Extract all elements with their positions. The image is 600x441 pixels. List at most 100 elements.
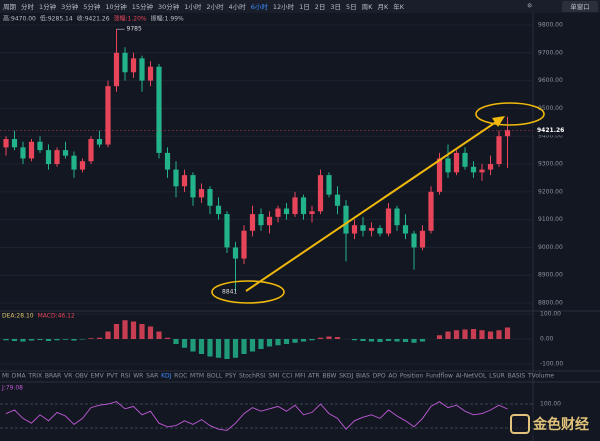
macd-bar: [139, 324, 145, 339]
period-tab[interactable]: 2小时: [206, 2, 224, 11]
candle-body: [71, 155, 77, 170]
period-tab[interactable]: 6小时: [251, 2, 269, 11]
period-tab[interactable]: 5日: [346, 3, 357, 11]
indicator-tab[interactable]: TRIX: [27, 373, 42, 380]
y-tick-label: 9200.00: [538, 188, 563, 195]
indicator-tab[interactable]: BIAS: [356, 373, 370, 380]
window-mode[interactable]: 单窗口: [570, 2, 590, 11]
indicator-tab[interactable]: MFI: [295, 373, 306, 380]
indicator-tab[interactable]: BOLL: [207, 373, 223, 380]
y-tick-label: 9800.00: [538, 22, 563, 29]
indicator-tab[interactable]: CCI: [282, 373, 292, 380]
macd-bar: [207, 339, 213, 357]
candle-body: [377, 227, 383, 234]
indicator-tab[interactable]: BRAR: [45, 373, 61, 380]
indicator-tab[interactable]: MTM: [190, 373, 204, 380]
period-tab[interactable]: 5分钟: [83, 2, 101, 11]
indicator-tab[interactable]: Position: [400, 373, 424, 380]
ohlc-value: 振幅:1.99%: [151, 15, 184, 23]
indicator-tab[interactable]: OBV: [75, 373, 89, 380]
candle-body: [164, 152, 171, 170]
indicator-tab[interactable]: Fundflow: [426, 373, 453, 380]
candle-body: [88, 139, 94, 162]
period-tab[interactable]: 分时: [21, 2, 35, 11]
period-tab[interactable]: 30分钟: [158, 2, 180, 11]
macd-bar: [173, 339, 179, 344]
indicator-tab[interactable]: DMA: [12, 373, 27, 380]
macd-bar: [419, 339, 426, 342]
period-tab[interactable]: 4小时: [229, 2, 247, 11]
period-tab[interactable]: 10分钟: [105, 2, 127, 11]
period-tab[interactable]: 3日: [330, 3, 341, 11]
candle-body: [496, 136, 502, 165]
macd-bar: [487, 331, 494, 339]
settings-icons[interactable]: ⚙: [527, 3, 532, 10]
indicator-tab[interactable]: MI: [2, 373, 9, 380]
candle-body: [487, 164, 494, 170]
macd-bar: [360, 339, 366, 341]
indicator-tab[interactable]: StochRSI: [239, 373, 266, 380]
candle-body: [37, 141, 43, 151]
macd-bar: [164, 337, 171, 339]
candle-body: [20, 147, 26, 159]
indicator-tab[interactable]: BASIS: [508, 373, 526, 380]
candle-body: [394, 208, 400, 226]
period-tab[interactable]: 2日: [315, 3, 326, 11]
toolbar-bg: [0, 0, 600, 13]
y-tick-label: 0.00: [540, 336, 554, 343]
indicator-tab[interactable]: BBW: [322, 373, 336, 380]
macd-bar: [190, 339, 196, 352]
period-tab[interactable]: 年K: [393, 2, 405, 11]
macd-bar: [402, 339, 409, 342]
indicator-tab[interactable]: VR: [64, 373, 72, 380]
indicator-tab[interactable]: AO: [388, 373, 397, 380]
indicator-tab[interactable]: KDJ: [161, 373, 172, 380]
macd-bar: [283, 339, 290, 344]
indicator-tab[interactable]: WR: [133, 373, 143, 380]
window-mode-button[interactable]: [562, 1, 598, 12]
period-tab[interactable]: 12小时: [273, 2, 295, 11]
indicator-tab[interactable]: SAR: [146, 373, 158, 380]
indicator-tab[interactable]: DPO: [373, 373, 386, 380]
highlight-ellipse: [211, 280, 285, 304]
macd-bar: [309, 339, 315, 341]
y-tick-label: 9600.00: [538, 77, 563, 84]
watermark: 金色财经: [532, 416, 589, 433]
period-tab[interactable]: 3分钟: [61, 2, 79, 11]
y-tick-label: 9100.00: [538, 216, 563, 223]
indicator-tab[interactable]: RSI: [121, 373, 131, 380]
candle-body: [266, 216, 273, 226]
candle-body: [470, 166, 477, 173]
macd-bar: [3, 339, 9, 341]
indicator-tab[interactable]: SMI: [268, 373, 279, 380]
legend-text: J:79.08: [1, 385, 23, 392]
indicator-tab[interactable]: TVolume: [527, 373, 554, 380]
period-tab[interactable]: 周K: [362, 3, 374, 11]
macd-bar: [71, 339, 77, 341]
indicator-tab[interactable]: ROC: [174, 373, 187, 380]
period-tab[interactable]: 1分钟: [39, 2, 57, 11]
indicator-tab[interactable]: SKDJ: [339, 373, 353, 380]
indicator-tab[interactable]: PSY: [225, 373, 236, 380]
macd-bar: [479, 330, 485, 339]
indicator-tab[interactable]: LSUR: [489, 373, 505, 380]
period-tab[interactable]: 1小时: [184, 2, 202, 11]
macd-bar: [385, 339, 392, 341]
candle-body: [402, 225, 409, 234]
period-tab[interactable]: 月K: [377, 3, 389, 11]
indicator-tab[interactable]: EMV: [91, 373, 105, 380]
macd-bar: [181, 339, 188, 348]
period-tab[interactable]: 周期: [3, 3, 17, 11]
period-tab[interactable]: 15分钟: [132, 2, 154, 11]
indicator-tab[interactable]: AI-NetVOL: [456, 373, 487, 380]
candle-body: [241, 230, 247, 259]
indicator-tab[interactable]: PVT: [106, 373, 118, 380]
macd-bar: [232, 339, 239, 358]
macd-bar: [504, 327, 511, 339]
ohlc-value: 高:9470.00: [3, 15, 36, 23]
indicator-tab[interactable]: ATR: [308, 373, 319, 380]
period-tab[interactable]: 1日: [299, 3, 310, 11]
candle-body: [445, 158, 451, 173]
macd-bar: [122, 320, 128, 339]
